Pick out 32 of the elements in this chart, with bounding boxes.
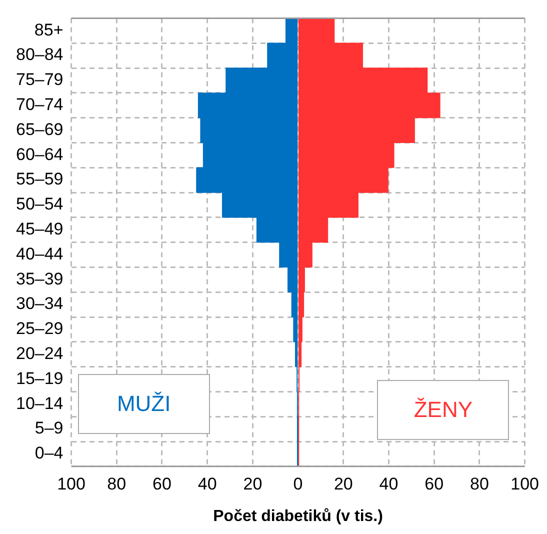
y-tick-label: 20–24 <box>16 344 64 364</box>
y-tick-label: 50–54 <box>16 194 64 214</box>
x-tick-label: 60 <box>424 474 444 494</box>
y-tick-label: 70–74 <box>16 95 64 114</box>
label-box: MUŽI <box>78 374 210 434</box>
x-tick-label: 80 <box>107 474 126 494</box>
y-tick-label: 40–44 <box>16 244 64 264</box>
y-tick-label: 45–49 <box>16 220 64 239</box>
y-tick-label: 80–84 <box>16 45 64 64</box>
x-tick-label: 20 <box>334 474 353 494</box>
y-tick-label: 30–34 <box>16 294 64 314</box>
x-tick-label: 0 <box>293 474 303 494</box>
y-tick-label: 0–4 <box>34 444 64 463</box>
y-tick-label: 55–59 <box>16 170 64 189</box>
y-tick-label: 85+ <box>34 20 64 40</box>
y-tick-label: 75–79 <box>16 70 64 90</box>
y-tick-label: 35–39 <box>16 269 64 288</box>
x-tick-label: 80 <box>470 474 489 494</box>
x-tick-label: 100 <box>57 474 86 494</box>
y-tick-label: 60–64 <box>16 144 64 164</box>
y-tick-label: 65–69 <box>16 120 64 139</box>
x-tick-label: 20 <box>243 474 262 494</box>
y-tick-label: 15–19 <box>16 368 64 388</box>
x-axis-title: Počet diabetiků (v tis.) <box>213 508 383 525</box>
y-tick-label: 5–9 <box>34 418 64 438</box>
x-tick-label: 100 <box>510 474 540 494</box>
y-tick-label: 25–29 <box>16 319 64 338</box>
label-box: ŽENY <box>377 380 510 440</box>
x-tick-label: 40 <box>379 474 398 494</box>
x-tick-label: 40 <box>198 474 217 494</box>
x-tick-label: 60 <box>152 474 172 494</box>
y-tick-label: 10–14 <box>16 394 64 413</box>
